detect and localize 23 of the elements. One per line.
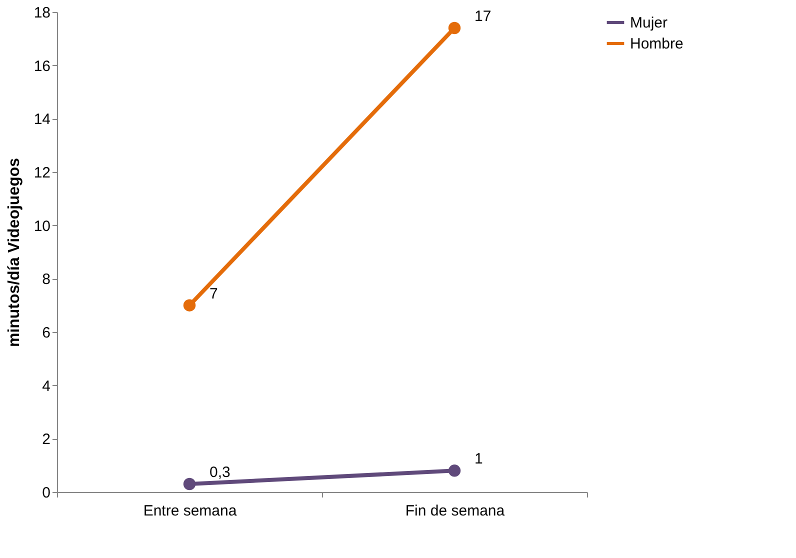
y-tick-label: 6	[42, 324, 50, 342]
data-label: 1	[474, 450, 483, 468]
y-tick-label: 18	[34, 4, 50, 22]
y-tick-label: 2	[42, 431, 50, 448]
y-tick-label: 10	[34, 218, 50, 235]
y-tick-label: 12	[34, 164, 50, 182]
y-tick-label: 16	[34, 58, 50, 75]
data-label: 17	[474, 8, 492, 25]
point	[448, 22, 461, 34]
point	[448, 464, 461, 477]
data-label: 7	[210, 285, 218, 302]
y-tick-label: 8	[42, 271, 50, 288]
point	[183, 478, 196, 490]
y-axis-title: minutos/día Videojuegos	[6, 158, 23, 348]
y-tick-label: 0	[42, 484, 50, 502]
legend-label: Mujer	[630, 14, 668, 32]
y-tick-label: 4	[42, 378, 50, 395]
y-tick-label: 14	[34, 111, 50, 128]
x-tick-label: Entre semana	[143, 502, 238, 520]
data-label: 0,3	[210, 464, 230, 481]
x-tick-label: Fin de semana	[405, 502, 506, 520]
legend-label: Hombre	[630, 36, 684, 52]
point	[183, 299, 196, 312]
